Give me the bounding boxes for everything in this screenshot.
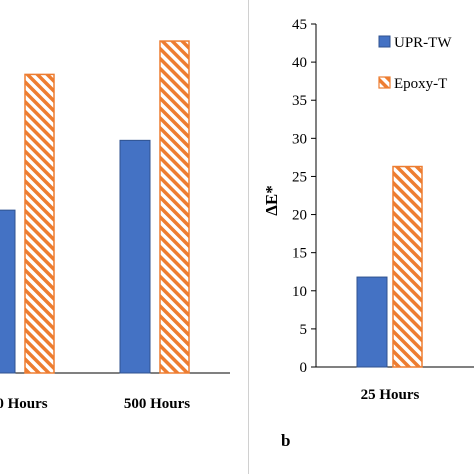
y-tick-label: 5 (300, 322, 308, 338)
bar-epoxy (159, 40, 190, 374)
y-axis-title: ΔE* (262, 185, 281, 216)
category-label: 500 Hours (124, 396, 190, 412)
y-tick-label: 20 (292, 208, 307, 224)
legend-swatch-epoxy (378, 76, 391, 89)
y-tick-label: 35 (292, 93, 307, 109)
y-tick-label: 0 (300, 360, 308, 376)
bar-upr (119, 139, 151, 374)
category-label: 0 Hours (0, 396, 48, 412)
bar-upr (356, 276, 388, 368)
panel-b: 0 5 10 15 20 25 30 35 40 45 ΔE* 25 Hours UPR-TW Epoxy… (262, 17, 474, 450)
legend-swatch-upr (378, 35, 391, 48)
y-tick-label: 45 (292, 17, 307, 33)
category-label: 25 Hours (361, 387, 420, 403)
bar-epoxy (392, 165, 423, 368)
legend-label-upr: UPR-TW (394, 35, 452, 51)
bar-epoxy (24, 73, 55, 374)
y-tick-label: 30 (292, 131, 307, 147)
panel-a: 0 Hours 500 Hours (0, 40, 230, 412)
bar-upr (0, 209, 16, 374)
y-tick-label: 15 (292, 246, 307, 262)
y-tick-label: 40 (292, 55, 307, 71)
y-tick-label: 10 (292, 284, 307, 300)
panel-label: b (281, 431, 290, 450)
y-tick-label: 25 (292, 169, 307, 185)
legend-label-epoxy: Epoxy-T (394, 76, 447, 92)
